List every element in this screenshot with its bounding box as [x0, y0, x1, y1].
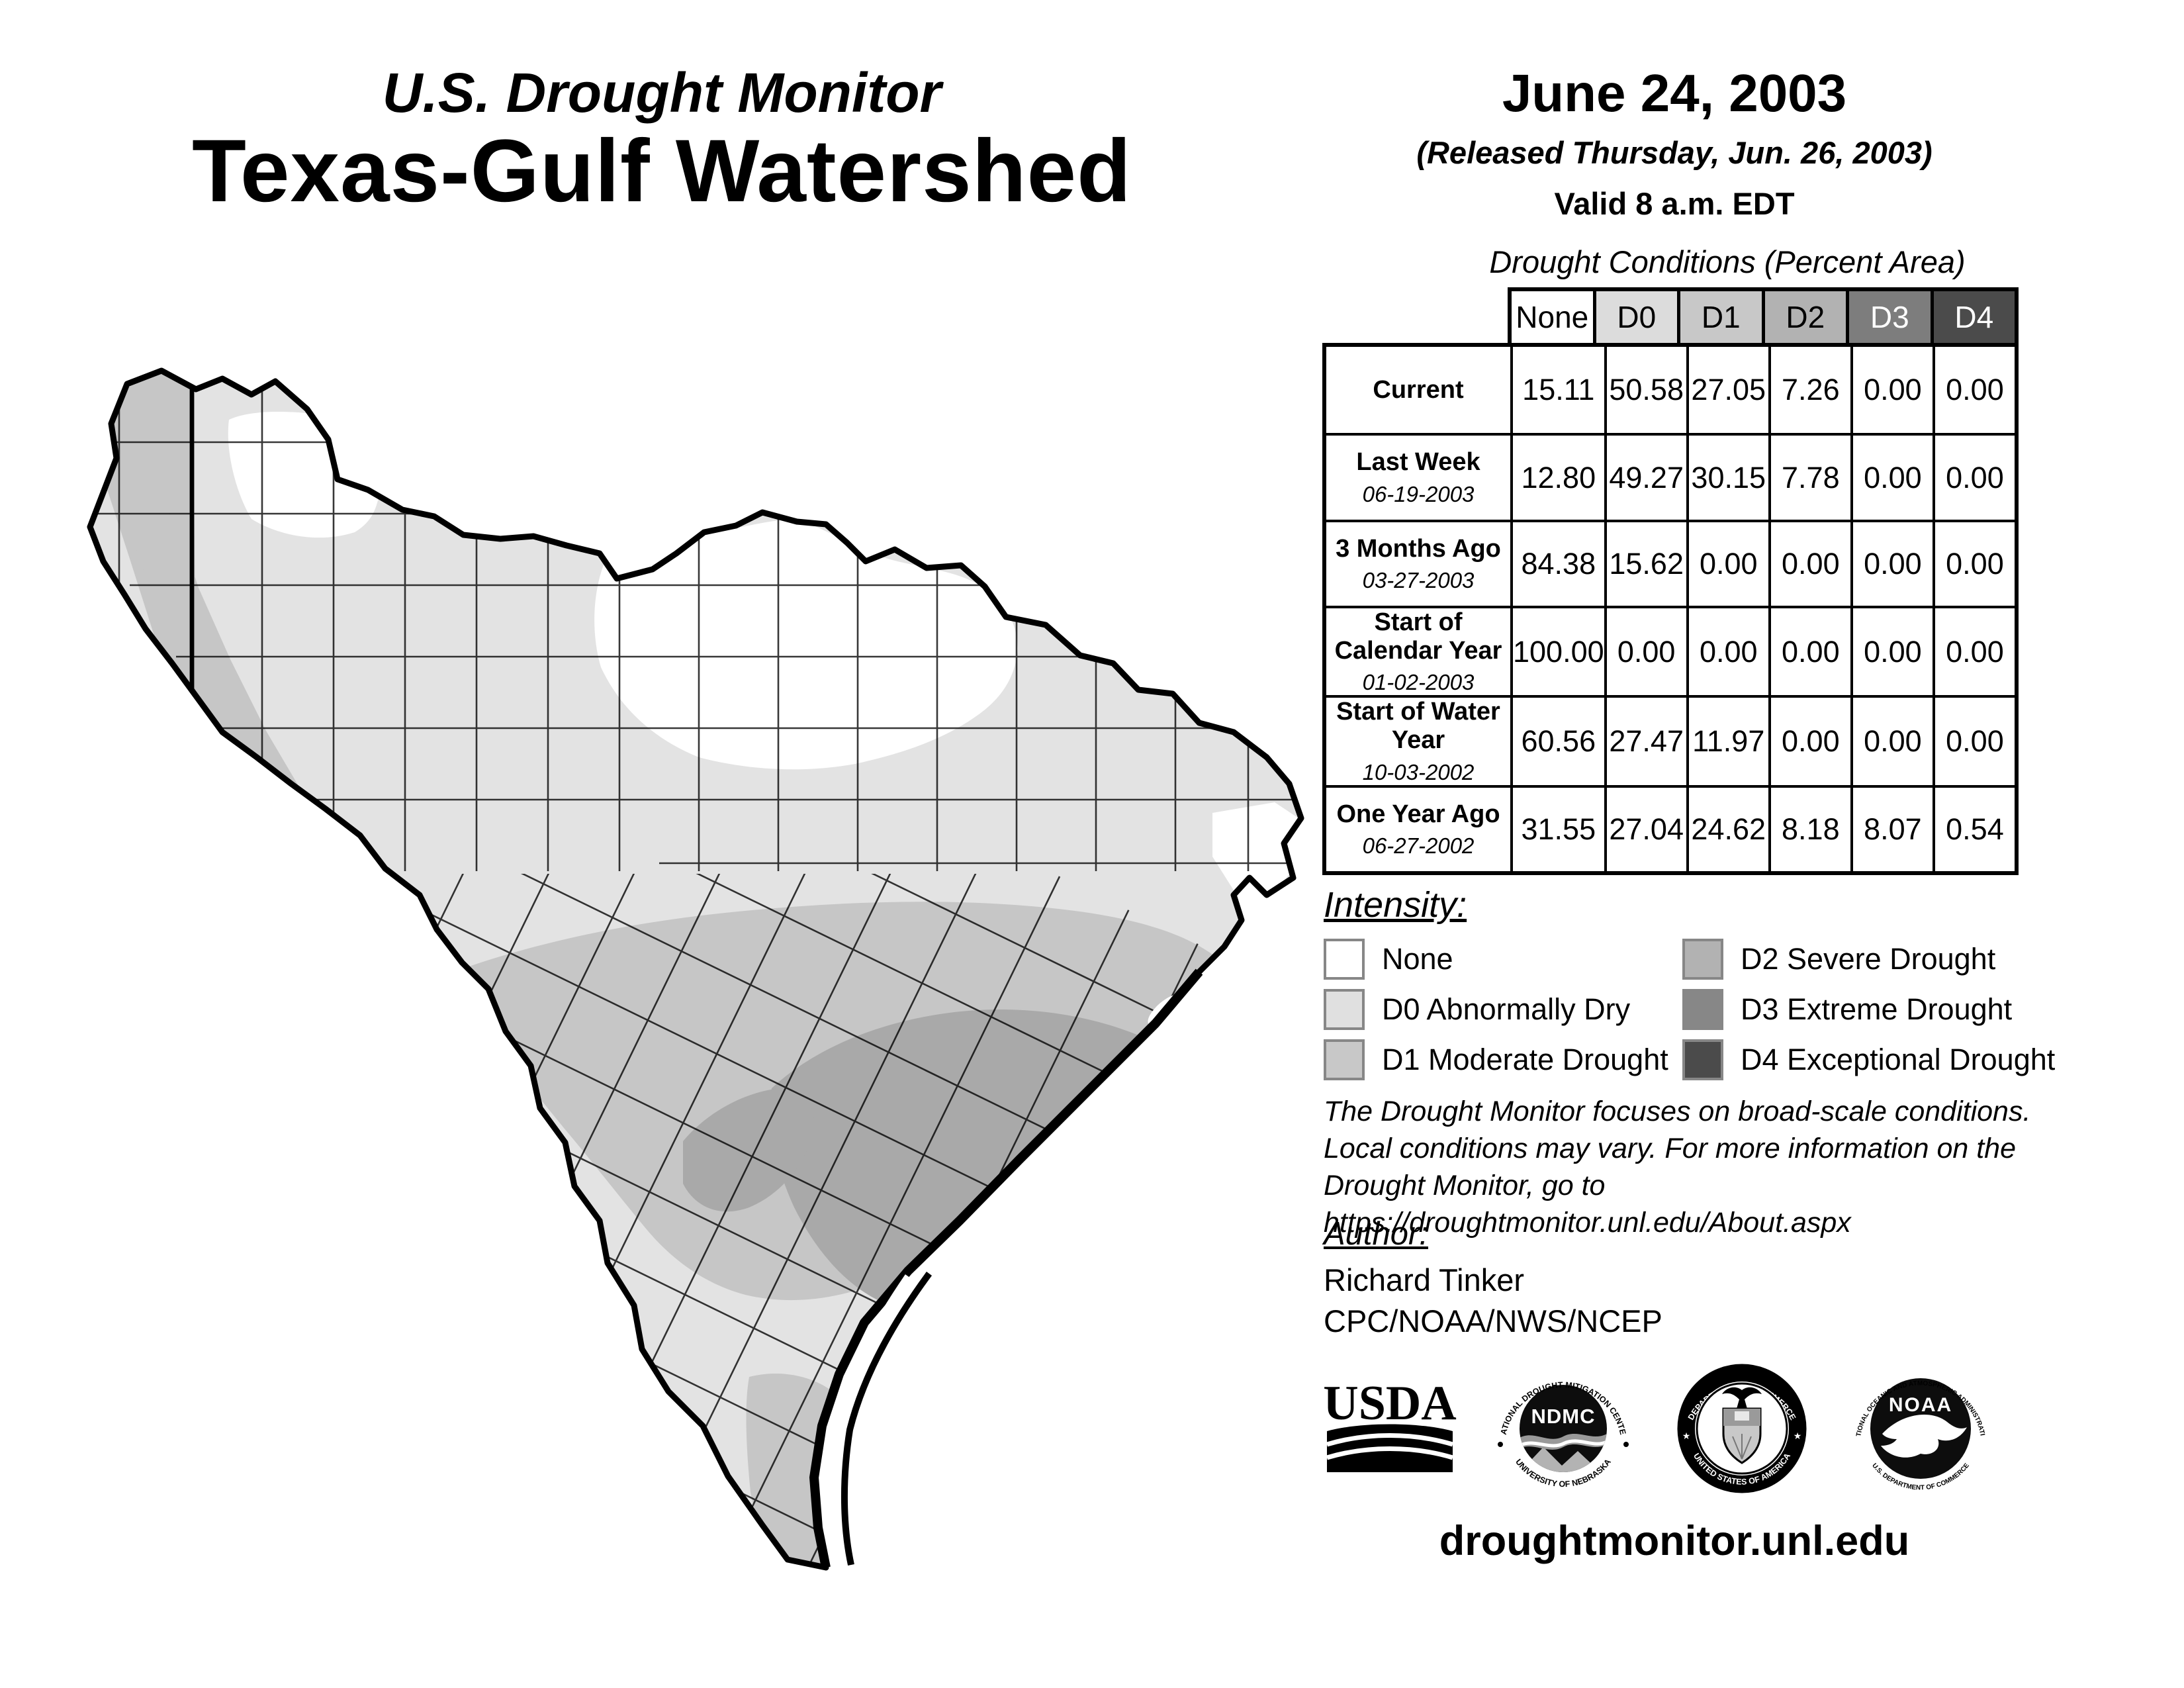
legend-title: Intensity: — [1324, 885, 1467, 925]
table-cell: 84.38 — [1510, 519, 1604, 606]
table-cell: 15.62 — [1604, 519, 1686, 606]
usda-logo: USDA — [1323, 1376, 1457, 1472]
table-cell: 0.00 — [1850, 433, 1933, 520]
column-header-d4: D4 — [1930, 291, 2015, 343]
table-cell: 49.27 — [1604, 433, 1686, 520]
table-cell: 0.00 — [1932, 347, 2015, 434]
legend-swatch-d3 — [1682, 989, 1723, 1030]
table-cell: 8.18 — [1768, 784, 1850, 871]
noaa-seagull — [1881, 1414, 1967, 1458]
table-cell: 15.11 — [1510, 347, 1604, 434]
table-cell: 0.00 — [1850, 519, 1933, 606]
release-date: (Released Thursday, Jun. 26, 2003) — [1416, 135, 1933, 170]
table-cell: 27.05 — [1686, 347, 1768, 434]
legend-swatch-d2 — [1682, 939, 1723, 980]
disclaimer-text: The Drought Monitor focuses on broad-sca… — [1324, 1096, 2031, 1239]
table-cell: 0.00 — [1768, 606, 1850, 696]
texas-gulf-watershed-map — [87, 367, 1304, 1571]
legend-item-d2: D2 Severe Drought — [1682, 936, 1995, 982]
table-cell: 0.00 — [1850, 695, 1933, 785]
table-cell: 0.00 — [1686, 606, 1768, 696]
site-url: droughtmonitor.unl.edu — [1439, 1518, 1910, 1564]
date-block: June 24, 2003 (Released Thursday, Jun. 2… — [1324, 63, 2025, 222]
column-header-d2: D2 — [1761, 291, 1846, 343]
lagoon — [823, 1274, 911, 1564]
table-cell: 100.00 — [1510, 606, 1604, 696]
author-name: Richard Tinker — [1324, 1262, 1524, 1297]
seal-lighthouse-rays — [1732, 1434, 1752, 1460]
column-header-d3: D3 — [1846, 291, 1931, 343]
ndmc-logo-text: NDMC — [1531, 1405, 1596, 1428]
table-cell: 8.07 — [1850, 784, 1933, 871]
legend-item-d1: D1 Moderate Drought — [1324, 1037, 1668, 1083]
noaa-logo-text: NOAA — [1889, 1394, 1952, 1416]
legend-swatch-none — [1324, 939, 1365, 980]
legend-item-d0: D0 Abnormally Dry — [1324, 986, 1630, 1033]
table-cell: 0.00 — [1932, 519, 2015, 606]
ndmc-logo: NDMC NATIONAL DROUGHT MITIGATION CENTER … — [1498, 1380, 1629, 1489]
legend-swatch-d0 — [1324, 989, 1365, 1030]
table-cell: 27.04 — [1604, 784, 1686, 871]
column-header-none: None — [1512, 291, 1593, 343]
row-label-one-year-ago: One Year Ago 06-27-2002 — [1326, 784, 1510, 871]
usda-logo-text: USDA — [1323, 1376, 1456, 1430]
table-header-row: None D0 D1 D2 D3 D4 — [1508, 287, 2019, 343]
row-label-3-months-ago: 3 Months Ago 03-27-2003 — [1326, 519, 1510, 606]
seal-ring — [1679, 1366, 1805, 1491]
table-title: Drought Conditions (Percent Area) — [1489, 244, 1966, 279]
table-cell: 0.00 — [1932, 606, 2015, 696]
table-cell: 7.78 — [1768, 433, 1850, 520]
table-cell: 50.58 — [1604, 347, 1686, 434]
valid-time: Valid 8 a.m. EDT — [1554, 186, 1795, 221]
legend-item-d3: D3 Extreme Drought — [1682, 986, 2012, 1033]
table-cell: 0.00 — [1604, 606, 1686, 696]
table-cell: 31.55 — [1510, 784, 1604, 871]
table-cell: 12.80 — [1510, 433, 1604, 520]
seal-star-left: ★ — [1682, 1430, 1691, 1441]
table-cell: 24.62 — [1686, 784, 1768, 871]
legend-swatch-d4 — [1682, 1039, 1723, 1080]
column-header-d0: D0 — [1592, 291, 1677, 343]
legend-swatch-d1 — [1324, 1039, 1365, 1080]
legend-item-none: None — [1324, 936, 1453, 982]
table-cell: 0.00 — [1768, 695, 1850, 785]
page-title: Texas-Gulf Watershed — [192, 122, 1132, 220]
table-cell: 30.15 — [1686, 433, 1768, 520]
seal-ship — [1735, 1411, 1749, 1421]
map-date: June 24, 2003 — [1502, 64, 1847, 122]
watershed-outline — [87, 367, 1304, 1571]
table-cell: 0.00 — [1850, 606, 1933, 696]
row-label-last-week: Last Week 06-19-2003 — [1326, 433, 1510, 519]
commerce-seal: DEPARTMENT OF COMMERCE UNITED STATES OF … — [1677, 1364, 1807, 1493]
table-cell: 0.00 — [1850, 347, 1933, 434]
author-org: CPC/NOAA/NWS/NCEP — [1324, 1303, 1662, 1338]
coastline — [809, 968, 1203, 1569]
table-cell: 0.54 — [1932, 784, 2015, 871]
seal-star-right: ★ — [1794, 1430, 1802, 1441]
barrier-island — [841, 1272, 933, 1566]
table-cell: 27.47 — [1604, 695, 1686, 785]
table-cell: 0.00 — [1686, 519, 1768, 606]
table-cell: 11.97 — [1686, 695, 1768, 785]
noaa-logo: NOAA NATIONAL OCEANIC AND ATMOSPHERIC AD… — [1855, 1378, 1986, 1491]
column-header-d1: D1 — [1677, 291, 1762, 343]
legend-item-d4: D4 Exceptional Drought — [1682, 1037, 2055, 1083]
seal-eagle — [1722, 1387, 1762, 1409]
table-cell: 0.00 — [1768, 519, 1850, 606]
table-cell: 0.00 — [1932, 433, 2015, 520]
program-title: U.S. Drought Monitor — [382, 62, 942, 124]
row-label-start-water-year: Start of Water Year 10-03-2002 — [1326, 695, 1510, 784]
row-label-current: Current — [1373, 375, 1464, 404]
drought-conditions-table: Current 15.11 50.58 27.05 7.26 0.00 0.00… — [1322, 343, 2019, 875]
table-cell: 7.26 — [1768, 347, 1850, 434]
table-cell: 0.00 — [1932, 695, 2015, 785]
author-heading: Author: — [1324, 1216, 1428, 1252]
table-cell: 60.56 — [1510, 695, 1604, 785]
row-label-start-calendar-year: Start of Calendar Year 01-02-2003 — [1326, 606, 1510, 695]
